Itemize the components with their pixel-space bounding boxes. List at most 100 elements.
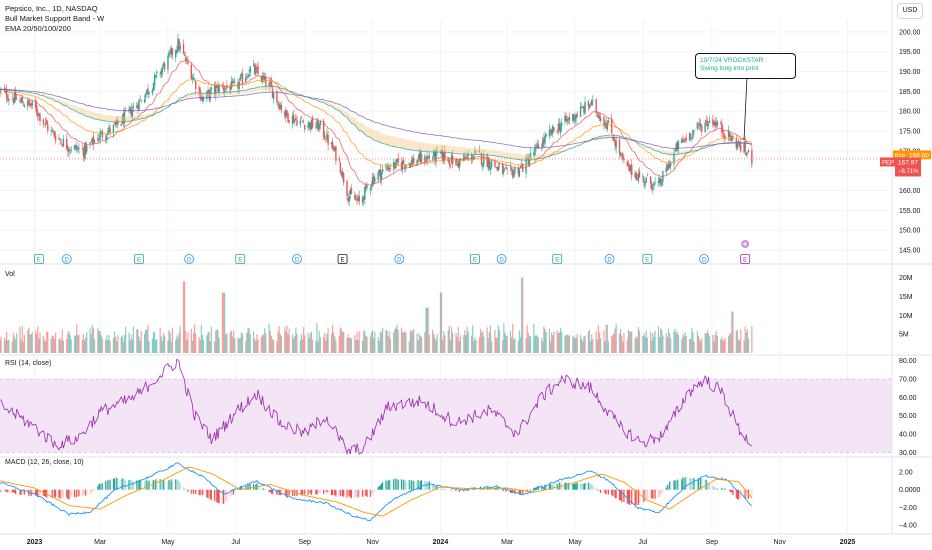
- candle[interactable]: [288, 120, 290, 124]
- candle[interactable]: [171, 47, 174, 60]
- candle[interactable]: [161, 64, 164, 78]
- candle[interactable]: [428, 150, 431, 162]
- candle[interactable]: [557, 119, 560, 136]
- candle[interactable]: [512, 168, 514, 180]
- candle[interactable]: [591, 99, 593, 106]
- candle[interactable]: [151, 88, 154, 96]
- candle[interactable]: [52, 129, 55, 136]
- candle[interactable]: [534, 143, 536, 159]
- candle[interactable]: [300, 115, 303, 120]
- candle[interactable]: [192, 73, 195, 80]
- candle[interactable]: [553, 127, 555, 133]
- candle[interactable]: [93, 139, 96, 144]
- candle[interactable]: [697, 122, 700, 130]
- candle[interactable]: [420, 149, 423, 164]
- candle[interactable]: [286, 109, 288, 119]
- candle[interactable]: [627, 159, 630, 171]
- candle[interactable]: [350, 184, 353, 195]
- candle[interactable]: [724, 134, 726, 141]
- candle[interactable]: [28, 99, 30, 107]
- candle[interactable]: [357, 194, 359, 203]
- candle[interactable]: [720, 120, 722, 125]
- candle[interactable]: [330, 141, 333, 148]
- candle[interactable]: [340, 170, 343, 178]
- volume-pane[interactable]: [0, 277, 753, 353]
- candle[interactable]: [327, 130, 329, 151]
- candle[interactable]: [66, 133, 68, 151]
- candle[interactable]: [4, 87, 7, 94]
- candle[interactable]: [67, 144, 69, 157]
- candle[interactable]: [185, 51, 187, 65]
- candle[interactable]: [324, 131, 326, 141]
- candle[interactable]: [101, 129, 104, 140]
- candle[interactable]: [206, 90, 208, 103]
- candle[interactable]: [50, 126, 52, 136]
- candle[interactable]: [83, 142, 86, 161]
- candle[interactable]: [397, 152, 399, 166]
- candle[interactable]: [628, 163, 631, 172]
- candle[interactable]: [159, 71, 161, 78]
- earnings-marker[interactable]: E: [235, 254, 246, 264]
- candle[interactable]: [638, 167, 641, 178]
- candle[interactable]: [255, 62, 257, 77]
- candle[interactable]: [721, 118, 723, 137]
- candle[interactable]: [674, 148, 676, 152]
- candle[interactable]: [358, 190, 360, 206]
- candle[interactable]: [223, 85, 226, 97]
- candle[interactable]: [318, 123, 320, 133]
- candle[interactable]: [104, 134, 107, 143]
- candle[interactable]: [377, 171, 379, 183]
- candle[interactable]: [7, 94, 9, 103]
- candle[interactable]: [564, 111, 566, 126]
- candle[interactable]: [195, 79, 197, 95]
- candle[interactable]: [348, 190, 350, 207]
- candle[interactable]: [296, 115, 298, 127]
- candle[interactable]: [509, 161, 512, 172]
- candle[interactable]: [60, 138, 62, 145]
- candle[interactable]: [179, 41, 181, 54]
- candle[interactable]: [160, 67, 162, 79]
- candle[interactable]: [411, 155, 414, 167]
- candle[interactable]: [315, 122, 317, 130]
- candle[interactable]: [584, 96, 586, 116]
- candle[interactable]: [542, 136, 544, 150]
- candle[interactable]: [39, 111, 41, 126]
- candle[interactable]: [489, 161, 492, 175]
- candle[interactable]: [565, 112, 567, 124]
- candle[interactable]: [374, 174, 376, 184]
- candle[interactable]: [465, 155, 467, 160]
- candle[interactable]: [364, 186, 366, 205]
- candle[interactable]: [114, 119, 117, 128]
- candle[interactable]: [751, 145, 753, 169]
- candle[interactable]: [722, 125, 724, 138]
- candle[interactable]: [651, 181, 653, 192]
- candle[interactable]: [27, 97, 29, 111]
- candle[interactable]: [170, 45, 172, 58]
- candle[interactable]: [705, 115, 707, 127]
- candle[interactable]: [510, 166, 513, 176]
- candle[interactable]: [356, 194, 358, 206]
- candle[interactable]: [520, 159, 523, 169]
- candle[interactable]: [139, 95, 141, 100]
- candle[interactable]: [389, 163, 392, 172]
- candle[interactable]: [270, 76, 273, 88]
- candle[interactable]: [19, 96, 21, 104]
- candle[interactable]: [209, 86, 211, 103]
- candle[interactable]: [191, 74, 194, 84]
- candle[interactable]: [207, 86, 209, 96]
- candle[interactable]: [682, 134, 684, 143]
- candle[interactable]: [76, 141, 78, 153]
- candle[interactable]: [11, 94, 13, 101]
- candle[interactable]: [15, 94, 18, 100]
- candle[interactable]: [81, 143, 84, 151]
- candle[interactable]: [370, 181, 373, 191]
- candle[interactable]: [698, 117, 701, 130]
- candle[interactable]: [137, 102, 139, 114]
- candle[interactable]: [44, 117, 47, 128]
- candle[interactable]: [145, 93, 147, 102]
- candle[interactable]: [728, 132, 731, 142]
- candle[interactable]: [614, 136, 616, 151]
- candle[interactable]: [325, 138, 327, 143]
- candle[interactable]: [239, 73, 241, 82]
- candle[interactable]: [448, 157, 451, 169]
